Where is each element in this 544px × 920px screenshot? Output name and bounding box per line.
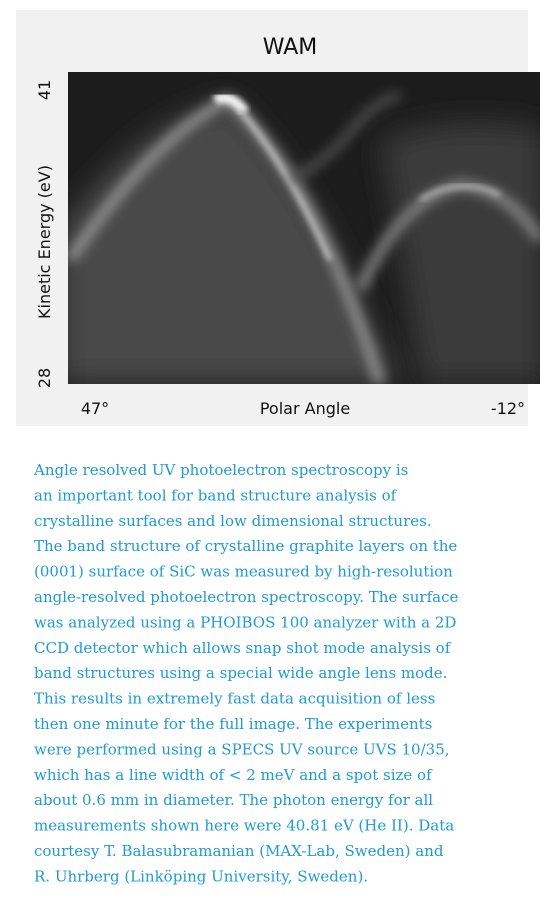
description-line: Angle resolved UV photoelectron spectros…: [33, 461, 408, 479]
description: Angle resolved UV photoelectron spectros…: [33, 461, 458, 885]
description-line: crystalline surfaces and low dimensional…: [34, 512, 432, 530]
y-axis-label: Kinetic Energy (eV): [35, 165, 54, 319]
x-axis-label: Polar Angle: [260, 399, 350, 418]
description-line: The band structure of crystalline graphi…: [34, 537, 457, 555]
description-line: was analyzed using a PHOIBOS 100 analyze…: [34, 613, 456, 631]
description-line: an important tool for band structure ana…: [34, 486, 398, 504]
description-line: R. Uhrberg (Linköping University, Sweden…: [34, 867, 368, 885]
description-line: courtesy T. Balasubramanian (MAX-Lab, Sw…: [34, 842, 444, 860]
description-line: (0001) surface of SiC was measured by hi…: [34, 563, 453, 581]
y-min-label: 28: [35, 368, 54, 388]
description-line: CCD detector which allows snap shot mode…: [34, 639, 452, 657]
description-line: measurements shown here were 40.81 eV (H…: [34, 817, 454, 835]
description-line: which has a line width of < 2 meV and a …: [34, 766, 433, 784]
description-line: about 0.6 mm in diameter. The photon ene…: [34, 791, 433, 809]
figure-title: WAM: [263, 35, 318, 60]
x-left-label: 47°: [81, 399, 109, 418]
description-line: then one minute for the full image. The …: [34, 715, 432, 733]
description-line: were performed using a SPECS UV source U…: [34, 740, 450, 758]
y-max-label: 41: [35, 80, 54, 100]
x-right-label: -12°: [491, 399, 525, 418]
description-line: angle-resolved photoelectron spectroscop…: [34, 588, 458, 606]
description-line: This results in extremely fast data acqu…: [34, 690, 435, 708]
description-line: band structures using a special wide ang…: [34, 664, 447, 682]
spectrum-image: [68, 72, 540, 384]
